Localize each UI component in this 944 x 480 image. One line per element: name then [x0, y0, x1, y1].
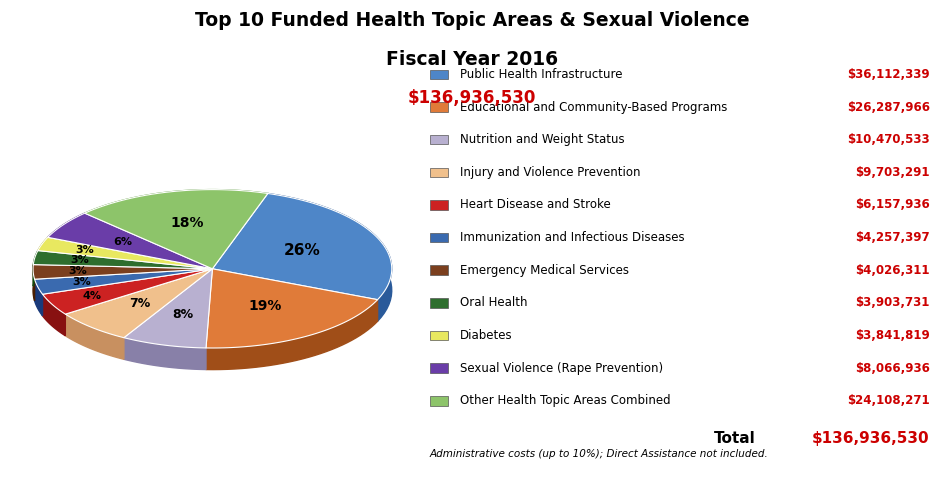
Text: Fiscal Year 2016: Fiscal Year 2016 — [386, 50, 558, 70]
Text: 19%: 19% — [248, 299, 282, 312]
Text: $4,026,311: $4,026,311 — [855, 264, 930, 277]
Polygon shape — [33, 251, 212, 269]
Polygon shape — [85, 190, 268, 235]
Text: 18%: 18% — [170, 216, 204, 229]
Polygon shape — [42, 269, 212, 314]
Polygon shape — [35, 269, 212, 294]
FancyBboxPatch shape — [430, 265, 448, 275]
Text: Public Health Infrastructure: Public Health Infrastructure — [460, 68, 622, 81]
Text: $8,066,936: $8,066,936 — [855, 361, 930, 375]
Polygon shape — [85, 190, 268, 269]
FancyBboxPatch shape — [430, 396, 448, 406]
Text: $4,257,397: $4,257,397 — [855, 231, 930, 244]
Text: Diabetes: Diabetes — [460, 329, 513, 342]
Text: Total: Total — [714, 431, 755, 446]
Text: $3,903,731: $3,903,731 — [855, 296, 930, 310]
Polygon shape — [65, 314, 124, 360]
Text: Immunization and Infectious Diseases: Immunization and Infectious Diseases — [460, 231, 684, 244]
Text: 8%: 8% — [173, 308, 194, 321]
Polygon shape — [48, 213, 85, 259]
Text: 3%: 3% — [70, 255, 89, 265]
Text: 3%: 3% — [72, 277, 91, 288]
FancyBboxPatch shape — [430, 200, 448, 210]
Polygon shape — [212, 193, 392, 300]
Text: $26,287,966: $26,287,966 — [847, 100, 930, 114]
Polygon shape — [48, 213, 212, 269]
Polygon shape — [33, 264, 212, 279]
FancyBboxPatch shape — [430, 135, 448, 144]
Text: 26%: 26% — [284, 243, 321, 258]
Polygon shape — [268, 193, 392, 321]
Text: 4%: 4% — [83, 290, 102, 300]
Text: $136,936,530: $136,936,530 — [408, 89, 536, 107]
Text: $24,108,271: $24,108,271 — [847, 394, 930, 408]
FancyBboxPatch shape — [430, 168, 448, 177]
FancyBboxPatch shape — [430, 102, 448, 112]
FancyBboxPatch shape — [430, 298, 448, 308]
Polygon shape — [124, 269, 212, 348]
FancyBboxPatch shape — [430, 233, 448, 242]
Text: $6,157,936: $6,157,936 — [855, 198, 930, 212]
Text: 3%: 3% — [69, 266, 88, 276]
Polygon shape — [38, 237, 212, 269]
Polygon shape — [65, 269, 212, 338]
FancyBboxPatch shape — [430, 363, 448, 373]
Text: 3%: 3% — [76, 245, 94, 255]
FancyBboxPatch shape — [430, 331, 448, 340]
Polygon shape — [33, 251, 38, 286]
Text: Educational and Community-Based Programs: Educational and Community-Based Programs — [460, 100, 727, 114]
Polygon shape — [38, 237, 48, 272]
Text: Administrative costs (up to 10%); Direct Assistance not included.: Administrative costs (up to 10%); Direct… — [430, 449, 768, 458]
Text: Sexual Violence (Rape Prevention): Sexual Violence (Rape Prevention) — [460, 361, 663, 375]
Text: Emergency Medical Services: Emergency Medical Services — [460, 264, 629, 277]
Text: $9,703,291: $9,703,291 — [855, 166, 930, 179]
Polygon shape — [206, 269, 378, 348]
Text: Top 10 Funded Health Topic Areas & Sexual Violence: Top 10 Funded Health Topic Areas & Sexua… — [194, 11, 750, 30]
FancyBboxPatch shape — [430, 70, 448, 79]
Text: $136,936,530: $136,936,530 — [812, 431, 930, 446]
Polygon shape — [35, 279, 42, 316]
Text: Injury and Violence Prevention: Injury and Violence Prevention — [460, 166, 640, 179]
Text: $3,841,819: $3,841,819 — [855, 329, 930, 342]
Polygon shape — [124, 338, 206, 370]
Polygon shape — [42, 294, 65, 336]
Text: Nutrition and Weight Status: Nutrition and Weight Status — [460, 133, 624, 146]
Text: Oral Health: Oral Health — [460, 296, 528, 310]
Polygon shape — [33, 264, 35, 301]
Text: 6%: 6% — [113, 237, 133, 247]
Text: $36,112,339: $36,112,339 — [847, 68, 930, 81]
Polygon shape — [206, 300, 378, 370]
Text: $10,470,533: $10,470,533 — [847, 133, 930, 146]
Text: Other Health Topic Areas Combined: Other Health Topic Areas Combined — [460, 394, 670, 408]
Text: 7%: 7% — [129, 298, 150, 311]
Text: Heart Disease and Stroke: Heart Disease and Stroke — [460, 198, 611, 212]
